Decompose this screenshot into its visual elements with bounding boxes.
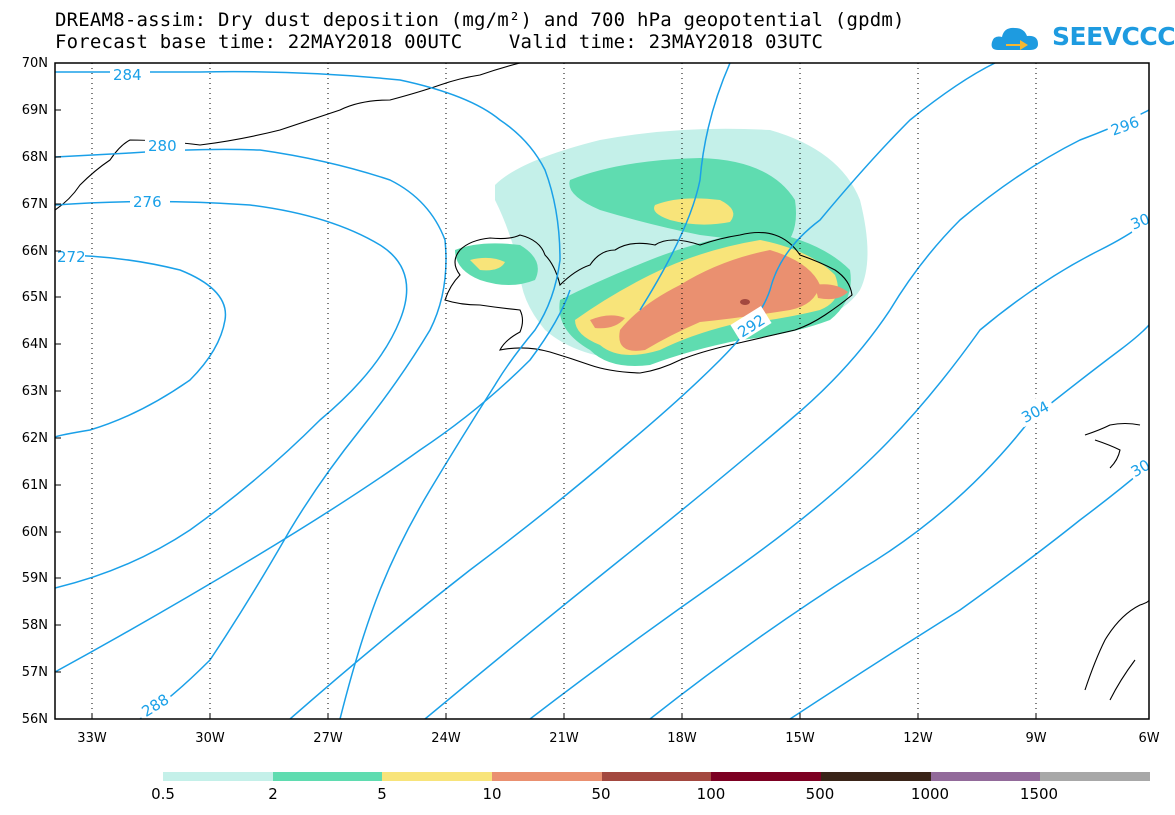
- logo-text: SEEVCCC: [1052, 22, 1175, 51]
- lat-label: 56N: [21, 712, 48, 727]
- dust-area-10: [815, 284, 848, 300]
- lat-label: 69N: [21, 103, 48, 118]
- legend-label: 2: [268, 785, 278, 803]
- dust-area-10: [590, 315, 625, 329]
- contour-288: [55, 63, 731, 673]
- iceland-coast: [444, 231, 853, 374]
- lon-label: 15W: [785, 731, 815, 746]
- contour-label: 280: [148, 137, 177, 155]
- greenland-coast: [55, 63, 521, 211]
- legend-swatch: [821, 772, 931, 781]
- lon-label: 9W: [1025, 731, 1047, 746]
- lon-label: 27W: [313, 731, 343, 746]
- contour-300: [529, 219, 1149, 719]
- lon-label: 30W: [195, 731, 225, 746]
- contour-label: 30: [1128, 210, 1152, 234]
- lat-label: 62N: [21, 431, 48, 446]
- legend-label: 0.5: [151, 785, 175, 803]
- legend-swatch: [601, 772, 712, 781]
- dust-area-5: [470, 257, 505, 271]
- contour-280: [55, 148, 447, 719]
- legend-label: 1000: [910, 785, 950, 803]
- lon-label: 18W: [667, 731, 697, 746]
- contour-label: 276: [133, 193, 162, 211]
- lat-label: 59N: [21, 571, 48, 586]
- lat-label: 60N: [21, 525, 48, 540]
- norway-coast: [1084, 599, 1149, 701]
- legend-label: 10: [482, 785, 502, 803]
- lon-label: 24W: [431, 731, 461, 746]
- contour-284: [55, 70, 561, 719]
- lat-label: 63N: [21, 384, 48, 399]
- legend-swatch: [711, 772, 822, 781]
- chart-title: DREAM8-assim: Dry dust deposition (mg/m²…: [55, 9, 905, 31]
- legend-swatch: [272, 772, 383, 781]
- contour-296: [424, 109, 1149, 719]
- contour-272: [55, 254, 227, 438]
- lat-label: 67N: [21, 197, 48, 212]
- lat-label: 61N: [21, 478, 48, 493]
- lat-label: 66N: [21, 244, 48, 259]
- axis-ticks: [55, 62, 1037, 719]
- contour-labels: 284 280 276 272 288 292 296 30 304 30: [55, 64, 1154, 719]
- lat-label: 70N: [21, 56, 48, 71]
- contour-276: [55, 200, 408, 589]
- color-legend-bar: [163, 772, 1151, 781]
- contour-label: 284: [113, 66, 142, 84]
- contour-292: [289, 63, 996, 719]
- chart-subtitle: Forecast base time: 22MAY2018 00UTC Vali…: [55, 31, 824, 53]
- dust-area-10: [619, 250, 820, 351]
- legend-label: 1500: [1019, 785, 1059, 803]
- lat-label: 58N: [21, 618, 48, 633]
- dust-area-5: [654, 198, 734, 225]
- legend-label: 500: [805, 785, 835, 803]
- dust-area-50: [740, 299, 750, 305]
- lat-label: 64N: [21, 337, 48, 352]
- lon-label: 33W: [77, 731, 107, 746]
- lon-label: 12W: [903, 731, 933, 746]
- legend-swatch: [492, 772, 602, 781]
- legend-swatch: [382, 772, 493, 781]
- legend-swatch: [1040, 772, 1151, 781]
- legend-swatch: [163, 772, 273, 781]
- contour-308: [789, 464, 1149, 719]
- legend-swatch: [930, 772, 1041, 781]
- coastlines: [55, 63, 1149, 701]
- cloud-arrow-icon: [991, 27, 1038, 50]
- dust-shading: [455, 128, 868, 366]
- contour-304: [649, 324, 1149, 719]
- geopotential-contours: [55, 63, 1149, 719]
- lat-label: 65N: [21, 290, 48, 305]
- contour-label: 296: [1109, 113, 1142, 140]
- legend-label: 50: [591, 785, 611, 803]
- contour-label: 272: [57, 248, 86, 266]
- legend-label: 100: [696, 785, 726, 803]
- legend-label: 5: [377, 785, 387, 803]
- lon-label: 6W: [1138, 731, 1160, 746]
- scotland-coast: [1084, 422, 1141, 469]
- contour-label: 30: [1128, 456, 1154, 481]
- lat-label: 68N: [21, 150, 48, 165]
- lat-label: 57N: [21, 665, 48, 680]
- lon-label: 21W: [549, 731, 579, 746]
